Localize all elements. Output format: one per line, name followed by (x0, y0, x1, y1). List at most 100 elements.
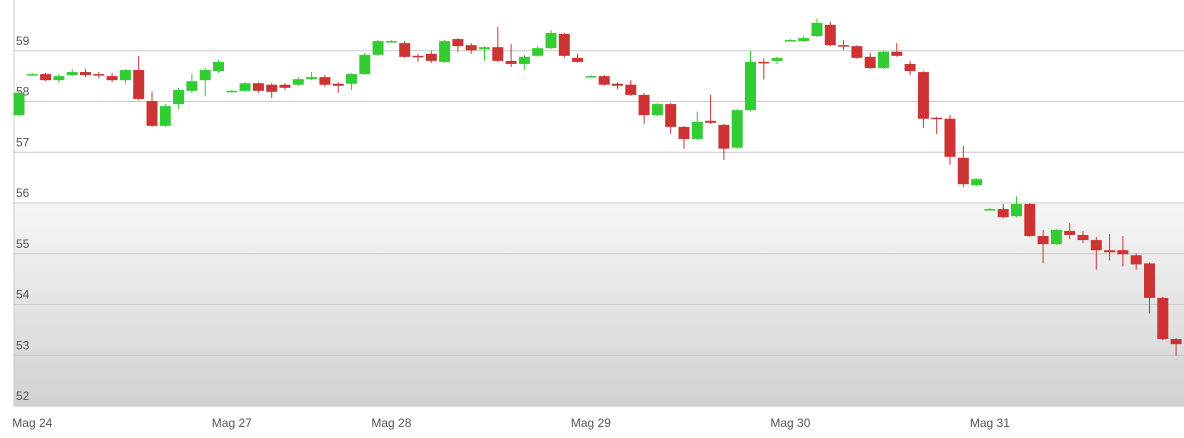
candle-body (1144, 263, 1155, 298)
x-tick-label: Mag 27 (212, 416, 252, 430)
candle-body (1050, 229, 1062, 245)
candle-body (1024, 204, 1036, 236)
candle-body (665, 104, 677, 127)
candle-body (452, 39, 464, 47)
candle-body (957, 157, 969, 185)
candle-body (332, 83, 344, 86)
candle-body (266, 84, 278, 92)
candle-body (598, 76, 610, 85)
candle-body (638, 94, 650, 116)
candle-body (146, 100, 158, 126)
candle-body (771, 57, 783, 61)
candle-body (66, 72, 78, 76)
candle-body (758, 61, 770, 64)
candle-body (239, 83, 251, 91)
candle-body (173, 89, 185, 105)
candle-body (465, 45, 477, 51)
candle-body (878, 51, 889, 69)
y-tick-label: 55 (16, 237, 30, 251)
candle-body (93, 74, 105, 76)
candle-body (292, 79, 304, 85)
y-tick-label: 57 (16, 135, 30, 149)
x-tick-label: Mag 29 (571, 416, 611, 430)
candle-body (425, 53, 437, 61)
candle-body (372, 41, 384, 55)
candle-body (133, 70, 145, 99)
candle-body (1130, 255, 1142, 265)
candle-body (532, 48, 544, 56)
candle-body (159, 106, 171, 126)
candle-body (252, 83, 264, 91)
y-tick-label: 59 (16, 34, 30, 48)
candle-body (944, 118, 956, 157)
candle-body (691, 121, 703, 140)
candle-body (199, 70, 211, 81)
y-tick-label: 53 (16, 338, 30, 352)
candle-body (851, 46, 863, 58)
candle-body (678, 126, 690, 140)
candle-body (625, 84, 637, 95)
candle-body (306, 77, 318, 80)
y-tick-label: 56 (16, 186, 30, 200)
candle-body (399, 43, 411, 57)
candle-body (40, 74, 52, 81)
candle-body (1104, 250, 1116, 253)
candle-body (718, 124, 730, 149)
x-tick-label: Mag 24 (12, 416, 52, 430)
candle-body (997, 209, 1009, 218)
candle-body (572, 57, 584, 62)
candle-body (984, 209, 996, 211)
x-tick-label: Mag 31 (970, 416, 1010, 430)
candle-body (1011, 204, 1022, 217)
candle-body (505, 60, 517, 64)
candle-body (917, 72, 929, 119)
y-tick-label: 54 (16, 288, 30, 302)
candle-body (226, 90, 238, 93)
candle-body (1077, 234, 1089, 241)
candle-body (1090, 240, 1102, 251)
candle-body (1037, 235, 1049, 245)
candle-body (53, 76, 65, 81)
candle-body (1170, 339, 1182, 345)
candle-body (651, 104, 663, 116)
candle-body (731, 110, 743, 148)
candle-body (811, 22, 823, 37)
candle-body (824, 24, 836, 46)
candle-body (864, 56, 876, 69)
candle-body (346, 74, 357, 84)
candle-body (119, 70, 131, 81)
candle-body (439, 41, 451, 62)
candle-body (26, 74, 38, 76)
candle-body (186, 81, 198, 91)
candle-body (891, 51, 903, 56)
candle-body (585, 76, 597, 78)
candle-body (971, 179, 983, 186)
candle-body (13, 92, 25, 116)
candle-body (479, 47, 490, 50)
candle-body (784, 40, 796, 42)
candle-body (492, 47, 504, 61)
candle-body (359, 54, 371, 75)
candle-body (931, 117, 943, 120)
candle-body (385, 41, 397, 43)
candle-body (705, 120, 717, 123)
candle-body (838, 45, 850, 47)
candle-body (319, 77, 331, 85)
x-tick-label: Mag 28 (371, 416, 411, 430)
y-tick-label: 52 (16, 389, 30, 403)
candle-body (279, 84, 291, 88)
candle-body (545, 32, 557, 49)
candle-body (106, 76, 118, 81)
candle-body (904, 63, 916, 72)
candle-body (1117, 250, 1129, 255)
candle-body (80, 72, 91, 76)
candle-body (1064, 230, 1076, 235)
candle-body (1157, 297, 1169, 340)
candle-body (213, 61, 224, 72)
candle-body (558, 34, 570, 56)
x-tick-label: Mag 30 (770, 416, 810, 430)
candle-body (612, 83, 623, 86)
candle-body (518, 56, 530, 64)
candle-body (412, 55, 424, 58)
